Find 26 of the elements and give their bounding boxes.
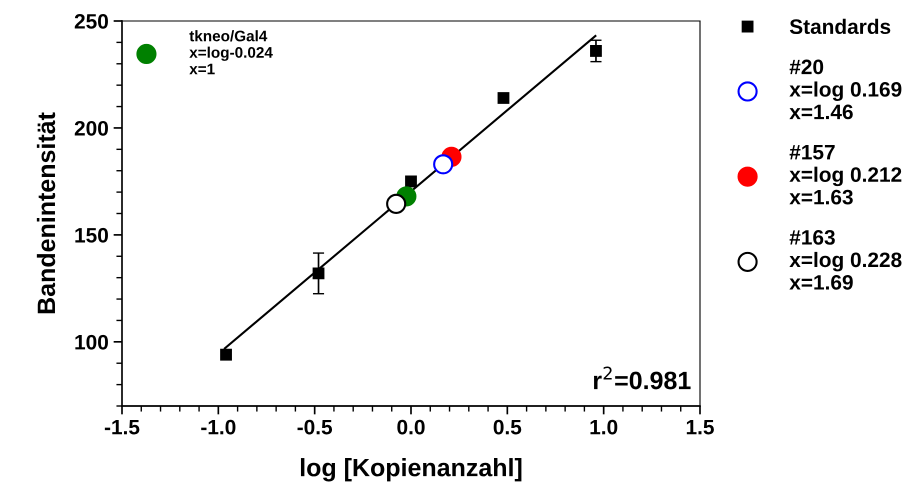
legend-label: #20 x=log 0.169 x=1.46 bbox=[789, 60, 902, 120]
x-axis-title: log [Kopienanzahl] bbox=[300, 458, 522, 482]
legend-label: Standards bbox=[790, 18, 890, 34]
point bbox=[590, 45, 602, 57]
x-tick-label: 0.5 bbox=[494, 420, 522, 434]
x-tick-label: 1.5 bbox=[686, 420, 714, 434]
x-tick-label: 1.0 bbox=[590, 420, 618, 434]
x-tick-label: -1.0 bbox=[201, 420, 236, 434]
point bbox=[312, 267, 324, 280]
point bbox=[498, 92, 510, 104]
annotation: r$^{2}$=0.981 bbox=[594, 366, 691, 390]
y-tick-label: 100 bbox=[75, 334, 108, 350]
x-tick-label: 0.0 bbox=[397, 420, 425, 434]
point bbox=[433, 154, 454, 174]
point bbox=[220, 348, 232, 361]
legend-label: #163 x=log 0.228 x=1.69 bbox=[789, 230, 902, 290]
y-axis-title: Bandenintensität bbox=[36, 112, 56, 314]
y-tick-label: 150 bbox=[75, 228, 108, 243]
x-tick-label: -1.5 bbox=[104, 420, 140, 434]
x-tick-label: -0.5 bbox=[298, 420, 332, 434]
y-tick-label: 250 bbox=[74, 14, 108, 29]
legend-label: #157 x=log 0.212 x=1.63 bbox=[789, 144, 902, 205]
legend-label: tkneo/Gal4 x=log-0.024 x=1 bbox=[189, 30, 273, 74]
y-tick-label: 200 bbox=[74, 120, 108, 136]
point bbox=[405, 176, 417, 188]
point bbox=[386, 194, 406, 214]
